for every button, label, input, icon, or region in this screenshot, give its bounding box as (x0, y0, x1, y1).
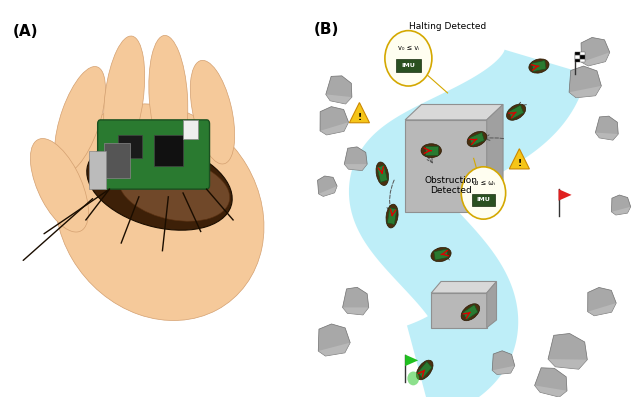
Bar (580, 55, 586, 59)
Bar (89, 151, 106, 189)
Polygon shape (377, 165, 387, 182)
Polygon shape (588, 303, 616, 316)
Polygon shape (326, 94, 352, 104)
Circle shape (385, 31, 432, 86)
Bar (580, 59, 586, 62)
Bar (580, 52, 586, 55)
Polygon shape (342, 287, 369, 315)
Ellipse shape (386, 204, 398, 228)
Polygon shape (509, 105, 524, 119)
Polygon shape (492, 366, 515, 375)
Ellipse shape (431, 247, 451, 262)
Ellipse shape (104, 36, 145, 158)
Ellipse shape (506, 104, 525, 120)
Polygon shape (387, 208, 397, 224)
Text: ω ≤ ωᵢ: ω ≤ ωᵢ (472, 180, 494, 186)
Polygon shape (582, 52, 610, 66)
Polygon shape (487, 104, 503, 212)
Text: Halting Detected: Halting Detected (409, 22, 486, 31)
Polygon shape (320, 122, 349, 135)
Bar (575, 59, 580, 62)
Ellipse shape (467, 132, 486, 147)
Polygon shape (319, 186, 337, 196)
Polygon shape (612, 207, 630, 215)
Polygon shape (509, 149, 529, 169)
Ellipse shape (55, 104, 264, 320)
Text: Obstruction
Detected: Obstruction Detected (424, 176, 477, 195)
Text: IMU: IMU (477, 197, 490, 202)
Polygon shape (425, 147, 438, 155)
Polygon shape (472, 194, 495, 206)
Polygon shape (349, 102, 369, 123)
Polygon shape (349, 50, 587, 405)
Polygon shape (569, 86, 602, 98)
Polygon shape (559, 189, 572, 201)
Ellipse shape (190, 60, 235, 164)
Circle shape (408, 371, 419, 386)
Polygon shape (434, 249, 448, 260)
Polygon shape (405, 120, 487, 212)
Ellipse shape (54, 66, 106, 173)
Polygon shape (317, 176, 337, 196)
Polygon shape (396, 59, 420, 72)
Ellipse shape (529, 59, 549, 73)
Ellipse shape (461, 304, 480, 321)
Ellipse shape (87, 141, 232, 230)
Polygon shape (534, 386, 567, 397)
Circle shape (461, 167, 506, 219)
Bar (183, 120, 198, 139)
Text: !: ! (357, 113, 362, 121)
Polygon shape (548, 359, 588, 369)
Polygon shape (417, 362, 432, 378)
Polygon shape (492, 351, 515, 375)
Polygon shape (405, 104, 503, 120)
Bar (575, 55, 580, 59)
Text: !: ! (517, 159, 522, 168)
Ellipse shape (118, 157, 230, 221)
Polygon shape (344, 164, 367, 171)
Polygon shape (405, 355, 418, 366)
Polygon shape (320, 107, 349, 135)
Polygon shape (612, 195, 630, 215)
Polygon shape (431, 293, 487, 328)
Polygon shape (534, 368, 567, 397)
Polygon shape (344, 147, 367, 171)
Text: (B): (B) (314, 22, 339, 37)
Polygon shape (569, 66, 602, 98)
Polygon shape (548, 333, 588, 369)
Text: (A): (A) (12, 24, 38, 39)
Ellipse shape (30, 139, 88, 232)
Polygon shape (318, 343, 350, 356)
Polygon shape (595, 116, 618, 140)
Polygon shape (463, 305, 478, 320)
Ellipse shape (421, 144, 442, 158)
Ellipse shape (149, 35, 188, 158)
Ellipse shape (376, 162, 388, 185)
Polygon shape (588, 288, 616, 316)
Polygon shape (595, 132, 618, 140)
Bar (118, 135, 142, 158)
Text: v₀ ≤ vᵢ: v₀ ≤ vᵢ (397, 45, 419, 51)
Polygon shape (581, 37, 610, 66)
Bar (104, 143, 130, 178)
Polygon shape (318, 324, 350, 356)
Bar (575, 52, 580, 55)
Bar (154, 135, 183, 166)
Polygon shape (326, 76, 352, 104)
Polygon shape (342, 307, 369, 315)
Polygon shape (431, 281, 497, 293)
FancyBboxPatch shape (98, 120, 209, 189)
Polygon shape (487, 281, 497, 328)
Polygon shape (532, 60, 546, 72)
Ellipse shape (417, 360, 433, 380)
Polygon shape (470, 132, 484, 146)
Text: IMU: IMU (401, 63, 415, 68)
